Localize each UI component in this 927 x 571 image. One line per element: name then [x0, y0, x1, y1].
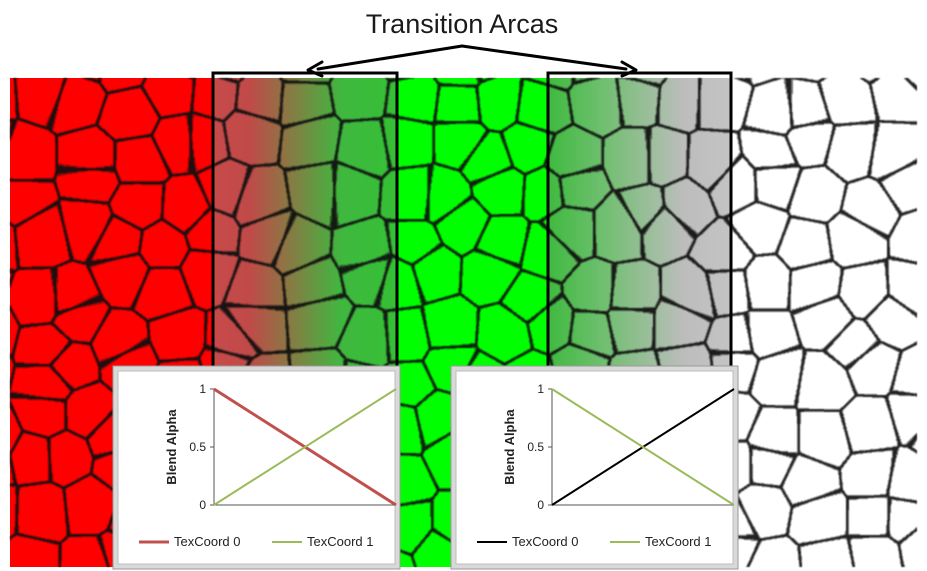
diagram-title: Transition Arcas [366, 9, 559, 39]
chart-area [117, 370, 396, 565]
y-tick-label: 1 [537, 382, 544, 396]
blend-chart-left: 0 0.5 1 Blend Alpha TexCoord 0 TexCoord 1 [112, 365, 401, 570]
y-tick-label: 1 [199, 382, 206, 396]
legend-label: TexCoord 0 [512, 534, 578, 549]
y-axis-label: Blend Alpha [502, 409, 517, 485]
y-tick-label: 0.5 [189, 440, 206, 454]
y-tick-label: 0.5 [527, 440, 544, 454]
y-axis-label: Blend Alpha [164, 409, 179, 485]
y-tick-label: 0 [199, 498, 206, 512]
y-tick-label: 0 [537, 498, 544, 512]
blend-chart-right: 0 0.5 1 Blend Alpha TexCoord 0 TexCoord 1 [450, 365, 739, 570]
series-line-texcoord-1 [551, 388, 735, 506]
chart-area [455, 370, 734, 565]
legend-label: TexCoord 0 [174, 534, 240, 549]
legend-label: TexCoord 1 [307, 534, 373, 549]
arrow-icon [306, 44, 638, 78]
series-line-texcoord-1 [213, 388, 397, 506]
legend-label: TexCoord 1 [645, 534, 711, 549]
